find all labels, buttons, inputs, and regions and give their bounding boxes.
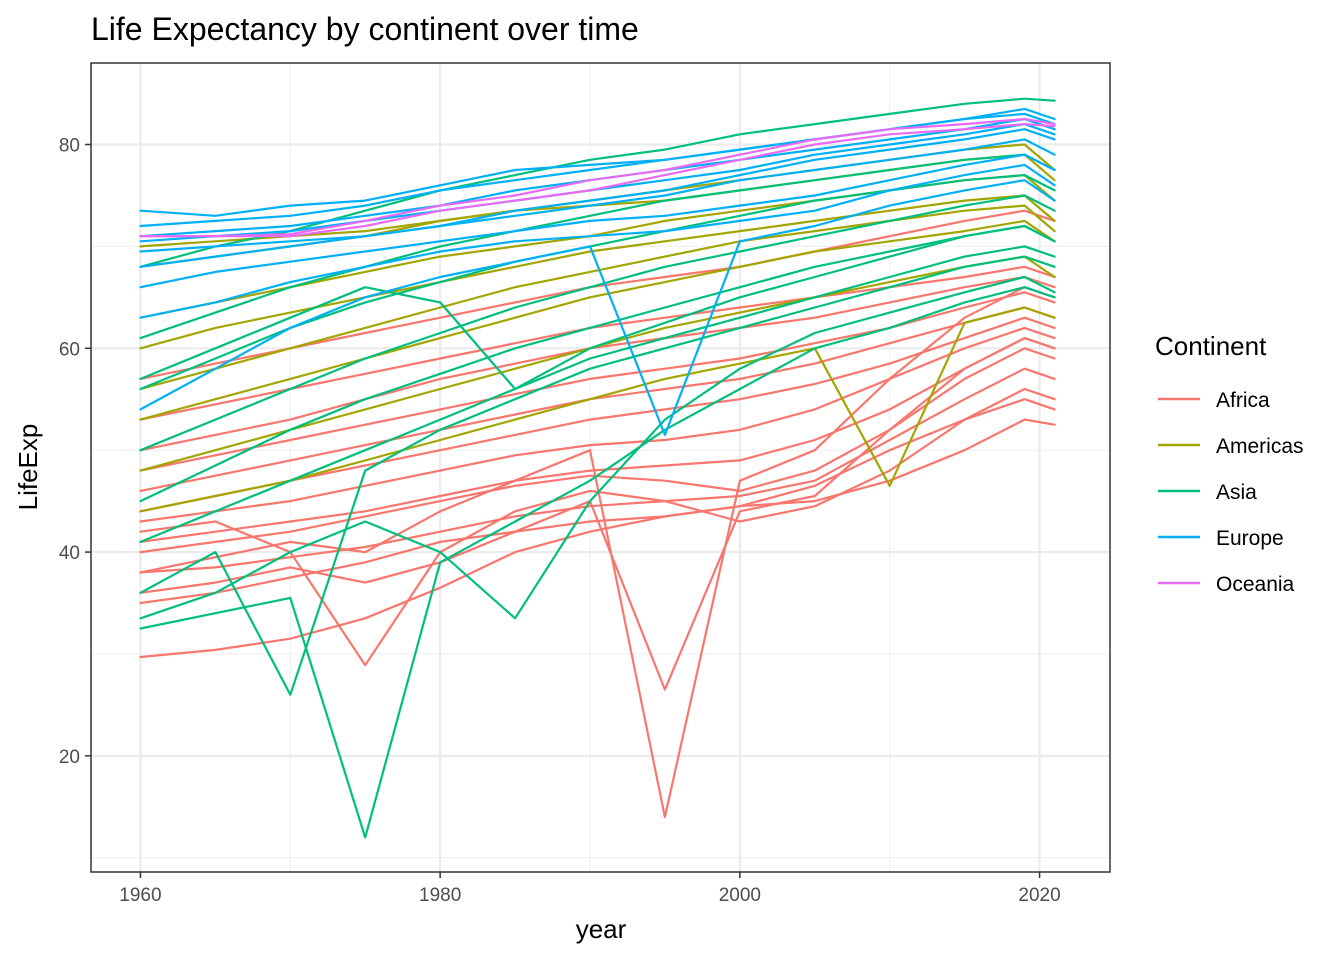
series-line xyxy=(139,337,1056,544)
series-line xyxy=(139,326,1056,523)
y-tick-label: 40 xyxy=(59,543,80,564)
x-tick-label: 2000 xyxy=(719,885,761,906)
legend-label: Americas xyxy=(1216,435,1304,458)
x-axis: 1960 1980 2000 2020 xyxy=(119,872,1061,906)
grid xyxy=(91,63,1110,872)
series-line xyxy=(139,291,1056,472)
series-asia xyxy=(139,97,1056,839)
series-line xyxy=(139,224,1056,391)
legend-label: Asia xyxy=(1216,481,1257,504)
series-line xyxy=(139,306,1056,492)
legend: Continent Africa Americas Asia Europe Oceani… xyxy=(1155,331,1304,596)
panel-background xyxy=(91,63,1110,872)
series-line xyxy=(139,179,1056,436)
legend-label: Europe xyxy=(1216,527,1284,550)
series-line xyxy=(139,97,1056,268)
series-line xyxy=(139,128,1056,253)
y-axis-title: LifeExp xyxy=(13,424,43,511)
series-line xyxy=(139,107,1056,217)
series-line xyxy=(139,163,1056,319)
series-line xyxy=(139,286,1056,819)
chart-title: Life Expectancy by continent over time xyxy=(91,11,639,47)
legend-item-africa: Africa xyxy=(1158,389,1270,412)
series-line xyxy=(139,219,1056,421)
series-line xyxy=(139,306,1056,513)
legend-item-europe: Europe xyxy=(1158,527,1284,550)
legend-label: Africa xyxy=(1216,389,1270,412)
x-tick-label: 1980 xyxy=(419,885,461,906)
y-axis: 20 40 60 80 xyxy=(59,136,91,768)
legend-item-americas: Americas xyxy=(1158,435,1304,458)
series-line xyxy=(139,122,1056,238)
series-line xyxy=(139,255,1056,696)
panel-border xyxy=(90,62,1111,873)
x-tick-label: 2020 xyxy=(1018,885,1060,906)
series-line xyxy=(139,286,1056,839)
series-line xyxy=(139,387,1056,667)
series-lines xyxy=(139,97,1056,839)
series-line xyxy=(139,418,1056,605)
x-axis-title: year xyxy=(576,914,627,944)
series-line xyxy=(139,194,1056,452)
x-tick-label: 1960 xyxy=(119,885,161,906)
y-tick-label: 60 xyxy=(59,339,80,360)
series-line xyxy=(139,122,1056,243)
series-line xyxy=(139,265,1056,421)
plot-panel xyxy=(91,63,1110,872)
series-line xyxy=(139,138,1056,268)
series-line xyxy=(139,275,1056,620)
plot-border xyxy=(90,62,1111,873)
series-line xyxy=(139,204,1056,391)
legend-title: Continent xyxy=(1155,331,1267,361)
series-line xyxy=(139,153,1056,289)
legend-item-oceania: Oceania xyxy=(1158,573,1295,596)
series-line xyxy=(139,367,1056,574)
series-line xyxy=(139,117,1056,238)
legend-label: Oceania xyxy=(1216,573,1295,596)
y-tick-label: 80 xyxy=(59,136,80,157)
y-tick-label: 20 xyxy=(59,747,80,768)
series-line xyxy=(139,347,1056,554)
series-line xyxy=(139,153,1056,340)
series-line xyxy=(139,245,1056,544)
legend-item-asia: Asia xyxy=(1158,481,1257,504)
series-oceania xyxy=(139,117,1056,238)
series-europe xyxy=(139,107,1056,436)
series-line xyxy=(139,194,1056,350)
